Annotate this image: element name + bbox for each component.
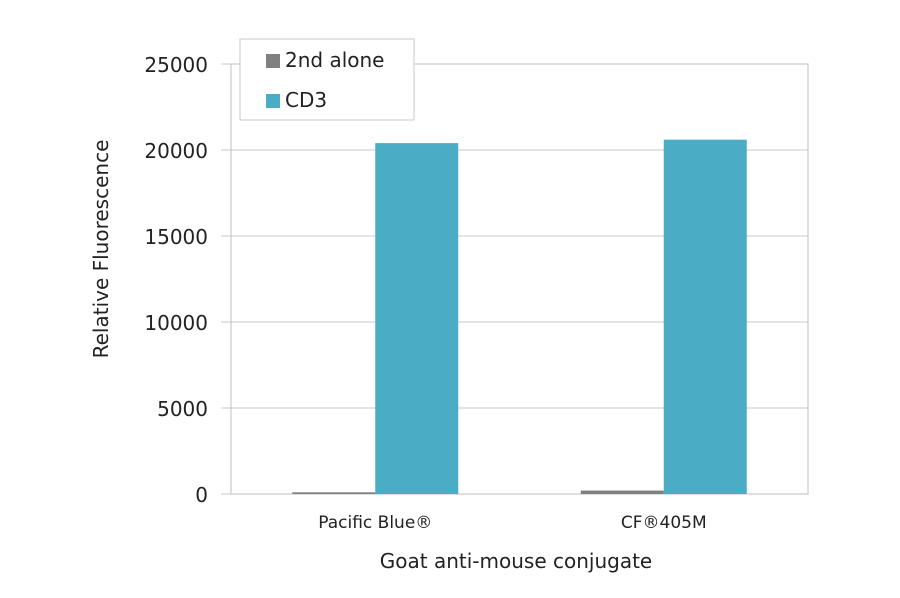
y-tick-label: 5000: [157, 397, 208, 421]
legend-label-cd3: CD3: [285, 88, 327, 112]
plot-frame: [230, 63, 809, 495]
bar-2nd-alone: [292, 492, 376, 494]
legend: 2nd alone CD3: [239, 38, 415, 121]
x-tick-label: Pacific Blue®: [318, 513, 432, 533]
bar-cd3: [375, 143, 459, 494]
y-tick-label: 15000: [144, 225, 208, 249]
x-tick-label: CF®405M: [621, 513, 707, 533]
legend-swatch-cd3: [266, 94, 280, 108]
y-tick-label: 20000: [144, 139, 208, 163]
bar-2nd-alone: [580, 490, 664, 494]
legend-label-2nd-alone: 2nd alone: [285, 48, 384, 72]
x-axis-label: Goat anti-mouse conjugate: [380, 549, 652, 573]
legend-swatch-2nd-alone: [266, 54, 280, 68]
y-tick-label: 25000: [144, 53, 208, 77]
bar-cd3: [663, 139, 747, 494]
y-tick-label: 10000: [144, 311, 208, 335]
y-axis-label: Relative Fluorescence: [89, 140, 113, 359]
y-tick-label: 0: [195, 483, 208, 507]
